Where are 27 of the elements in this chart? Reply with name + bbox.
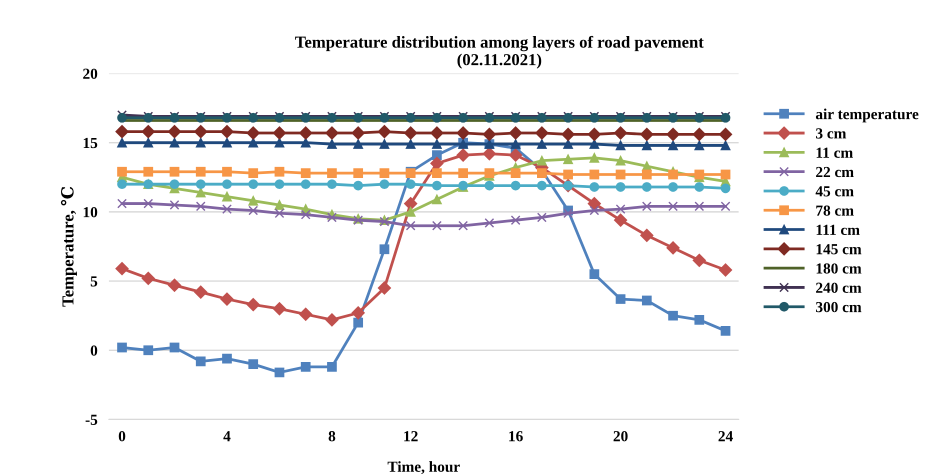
x-tick-label: 20 [614,431,628,442]
x-tick-label: 16 [509,431,523,442]
x-tick-label: 0 [118,431,126,442]
y-tick-label: 5 [90,276,98,287]
legend-label: 45 cm [816,186,854,196]
legend-label: 3 cm [816,128,846,139]
legend-label: 180 cm [816,263,862,274]
x-tick-label: 8 [328,431,336,442]
y-tick-label: 15 [84,138,98,148]
legend-label: 240 cm [816,282,862,293]
legend-label: air temperature [816,108,918,122]
x-tick-label: 4 [223,431,231,442]
chart-title: Temperature distribution among layers of road pavement (02.11.2021) [295,36,704,69]
legend-label: 22 cm [816,166,854,178]
x-axis-title: Time, hour [388,461,460,474]
x-tick-label: 12 [404,431,418,442]
legend-label: 111 cm [816,224,860,236]
y-tick-label: 10 [84,207,98,218]
x-tick-label: 24 [718,431,733,442]
y-tick-label: 0 [90,345,98,356]
y-tick-label: 20 [83,68,98,79]
y-axis-title: Temperature, ℃ [60,186,77,307]
legend-label: 145 cm [816,244,862,254]
legend-label: 11 cm [816,148,853,158]
legend-label: 78 cm [816,205,854,216]
legend-label: 300 cm [816,302,862,312]
y-tick-label: -5 [86,414,98,425]
